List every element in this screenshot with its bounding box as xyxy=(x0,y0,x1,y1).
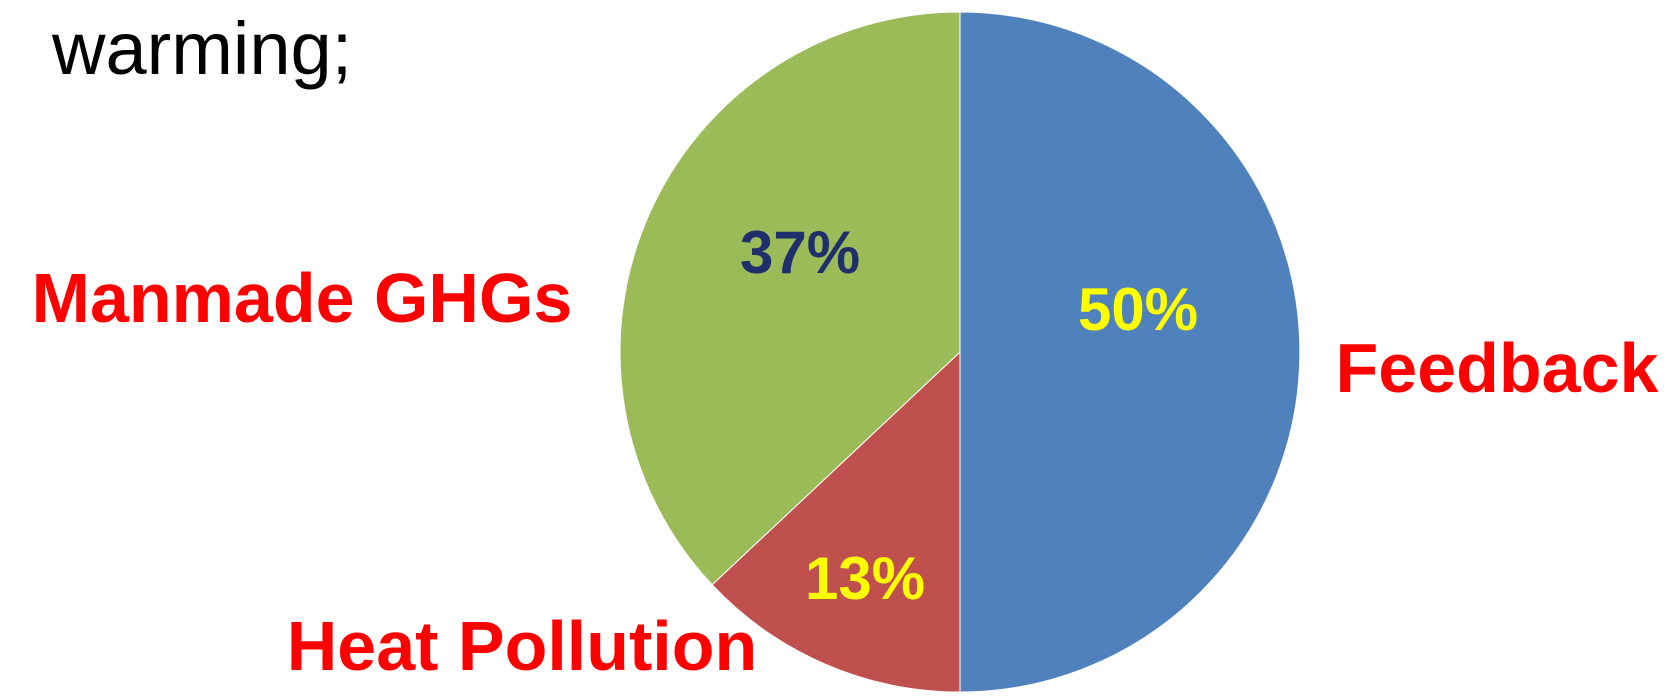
value-label-feedback: 50% xyxy=(1078,276,1198,343)
pie-category-labels: Feedback Heat Pollution Manmade GHGs xyxy=(32,259,1659,685)
category-label-heat-pollution: Heat Pollution xyxy=(287,607,758,685)
category-label-feedback: Feedback xyxy=(1336,329,1659,407)
pie-value-labels: 50% 13% 37% xyxy=(740,219,1198,612)
pie-slices xyxy=(619,11,1301,693)
category-label-manmade-ghgs: Manmade GHGs xyxy=(32,259,573,337)
value-label-heat-pollution: 13% xyxy=(805,545,925,612)
pie-slice-manmade-ghgs xyxy=(619,11,961,586)
pie-slice-heat-pollution xyxy=(711,350,961,693)
value-label-manmade-ghgs: 37% xyxy=(740,219,860,286)
pie-slice-feedback xyxy=(959,11,1301,693)
slide-heading: warming; xyxy=(52,7,353,90)
